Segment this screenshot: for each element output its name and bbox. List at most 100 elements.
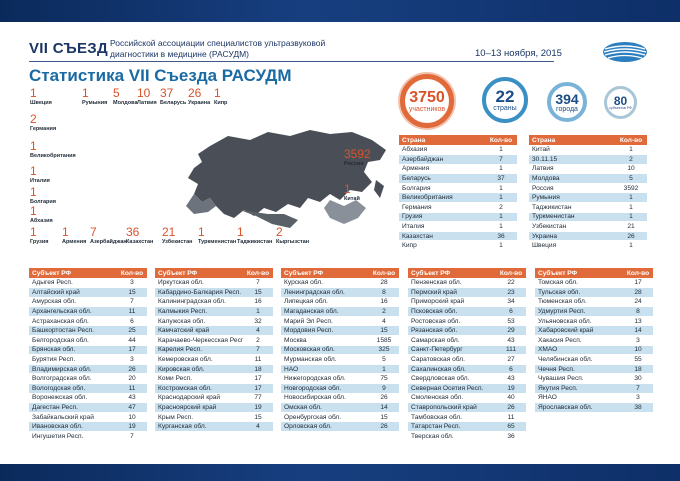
table-row: Калининградская обл. 16 <box>155 297 273 308</box>
row-name: Хакасия Респ. <box>535 335 623 346</box>
table-row: Забайкальский край 10 <box>29 412 147 423</box>
congress-description: Российской ассоциации специалистов ультр… <box>110 38 326 59</box>
row-count: 1 <box>485 145 517 156</box>
row-count: 8 <box>369 287 399 298</box>
row-count: 1 <box>615 202 647 213</box>
map-country-count: 21 <box>162 225 176 239</box>
table-row: Болгария 1 <box>399 183 517 194</box>
row-name: Тверская обл. <box>408 431 496 442</box>
column-header-name: Страна <box>399 135 485 145</box>
row-count: 9 <box>369 383 399 394</box>
countries-count: 22 <box>495 87 515 106</box>
row-name: Московская обл. <box>281 345 369 356</box>
table-row: Великобритания 1 <box>399 192 517 204</box>
map-country-name: Италия <box>30 178 50 184</box>
row-count: 15 <box>117 287 147 298</box>
row-count: 22 <box>496 278 526 289</box>
column-header-name: Субъект РФ <box>281 268 369 278</box>
row-count: 4 <box>369 316 399 327</box>
row-count: 36 <box>485 231 517 242</box>
row-count: 32 <box>243 316 273 327</box>
table-row: Архангельская обл. 11 <box>29 306 147 317</box>
countries-label: страны <box>493 105 517 112</box>
map-country-name: Азербайджан <box>90 239 127 245</box>
map-country-name: Кыргызстан <box>276 239 310 245</box>
row-count: 18 <box>243 364 273 375</box>
row-name: Россия <box>529 183 615 194</box>
map-country-count: 1 <box>30 139 37 153</box>
row-count: 1 <box>615 145 647 156</box>
map-country-count: 1 <box>30 86 37 100</box>
table-row: Чечня Респ. 18 <box>535 364 653 375</box>
table-row: Китай 1 <box>529 145 647 156</box>
table-row: Германия 2 <box>399 202 517 213</box>
table-row: Ярославская обл. 38 <box>535 402 653 413</box>
table-row: Ростовская обл. 53 <box>408 316 526 327</box>
row-count: 26 <box>117 364 147 375</box>
row-count: 5 <box>615 173 647 184</box>
row-name: Латвия <box>529 164 615 175</box>
table-row: Орловская обл. 26 <box>281 421 399 432</box>
table-row: Ивановская обл. 19 <box>29 421 147 432</box>
table-row: Таджикистан 1 <box>529 202 647 213</box>
row-name: Амурская обл. <box>29 297 117 308</box>
row-count: 15 <box>369 325 399 337</box>
regions-table-2: Субъект РФ Кол-во Иркутская обл. 7 Кабардино… <box>155 268 273 432</box>
column-header-name: Субъект РФ <box>535 268 623 278</box>
row-name: Грузия <box>399 212 485 223</box>
table-row: Нижегородская обл. 75 <box>281 373 399 385</box>
row-name: Астраханская обл. <box>29 316 117 327</box>
row-count: 4 <box>243 421 273 432</box>
table-row: Азербайджан 7 <box>399 154 517 165</box>
row-count: 53 <box>496 316 526 327</box>
map-country-name: Румыния <box>82 100 108 106</box>
cities-count: 394 <box>555 90 579 107</box>
table-row: Украина 26 <box>529 231 647 242</box>
row-count: 1 <box>485 221 517 232</box>
row-name: Бурятия Респ. <box>29 354 117 365</box>
row-count: 24 <box>623 297 653 308</box>
row-count: 3592 <box>615 183 647 194</box>
table-row: Молдова 5 <box>529 173 647 184</box>
row-count: 2 <box>369 306 399 317</box>
row-count: 1 <box>485 164 517 175</box>
row-name: Азербайджан <box>399 154 485 165</box>
row-name: Ставропольский край <box>408 402 496 413</box>
map-country-count: 1 <box>30 185 37 199</box>
row-count: 17 <box>117 345 147 356</box>
table-row: Красноярский край 19 <box>155 402 273 413</box>
row-count: 25 <box>117 325 147 337</box>
row-name: Курская обл. <box>281 278 369 289</box>
map-country-count: 2 <box>276 225 283 239</box>
table-row: Камчатский край 4 <box>155 325 273 337</box>
row-name: НАО <box>281 364 369 375</box>
row-count: 40 <box>496 393 526 404</box>
row-name: Калужская обл. <box>155 316 243 327</box>
table-row: Магаданская обл. 2 <box>281 306 399 317</box>
row-count: 6 <box>117 316 147 327</box>
row-name: Магаданская обл. <box>281 306 369 317</box>
row-name: Пензенская обл. <box>408 278 496 289</box>
row-name: Пермский край <box>408 287 496 298</box>
row-name: Новгородская обл. <box>281 383 369 394</box>
row-count: 2 <box>615 154 647 165</box>
participants-count: 3750 <box>409 88 445 106</box>
row-count: 28 <box>623 287 653 298</box>
row-name: Ингушетия Респ. <box>29 431 117 442</box>
row-name: Северная Осетия Респ. <box>408 383 496 394</box>
table-row: Челябинская обл. 55 <box>535 354 653 365</box>
row-name: Чечня Респ. <box>535 364 623 375</box>
table-row: Швеция 1 <box>529 240 647 252</box>
row-name: Марий Эл Респ. <box>281 316 369 327</box>
row-name: Хабаровский край <box>535 325 623 337</box>
row-name: Ярославская обл. <box>535 402 623 413</box>
row-count: 19 <box>243 402 273 413</box>
countries-table-right: Страна Кол-во Китай 1 30.11.15 2 Латвия 10 Молдо… <box>529 135 647 252</box>
participants-label: участников <box>408 105 446 113</box>
row-name: Костромская обл. <box>155 383 243 394</box>
table-row: Астраханская обл. 6 <box>29 316 147 327</box>
row-count: 3 <box>117 354 147 365</box>
regions-table-1: Субъект РФ Кол-во Адыгея Респ. 3 Алтайский к… <box>29 268 147 442</box>
row-count: 11 <box>117 306 147 317</box>
row-name: Крым Респ. <box>155 412 243 423</box>
